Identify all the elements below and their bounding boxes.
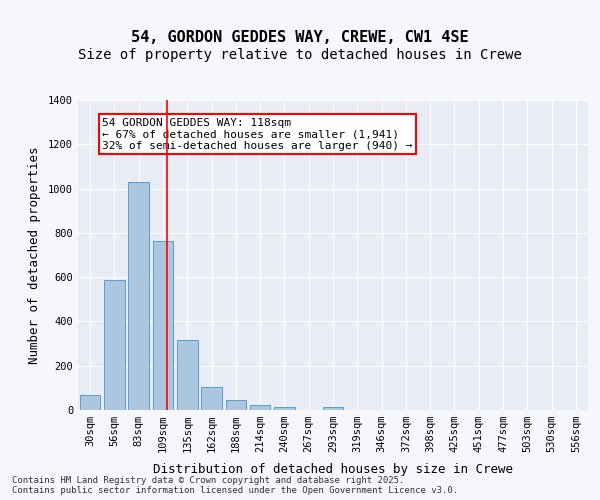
Bar xyxy=(104,280,125,410)
Bar xyxy=(201,387,222,410)
X-axis label: Distribution of detached houses by size in Crewe: Distribution of detached houses by size … xyxy=(153,464,513,476)
Bar xyxy=(250,405,271,410)
Bar xyxy=(80,394,100,410)
Text: 54, GORDON GEDDES WAY, CREWE, CW1 4SE: 54, GORDON GEDDES WAY, CREWE, CW1 4SE xyxy=(131,30,469,45)
Y-axis label: Number of detached properties: Number of detached properties xyxy=(28,146,41,364)
Text: Size of property relative to detached houses in Crewe: Size of property relative to detached ho… xyxy=(78,48,522,62)
Text: Contains HM Land Registry data © Crown copyright and database right 2025.
Contai: Contains HM Land Registry data © Crown c… xyxy=(12,476,458,495)
Bar xyxy=(274,408,295,410)
Bar xyxy=(226,400,246,410)
Bar xyxy=(128,182,149,410)
Bar xyxy=(323,408,343,410)
Bar xyxy=(152,240,173,410)
Bar xyxy=(177,340,197,410)
Text: 54 GORDON GEDDES WAY: 118sqm
← 67% of detached houses are smaller (1,941)
32% of: 54 GORDON GEDDES WAY: 118sqm ← 67% of de… xyxy=(102,118,413,151)
